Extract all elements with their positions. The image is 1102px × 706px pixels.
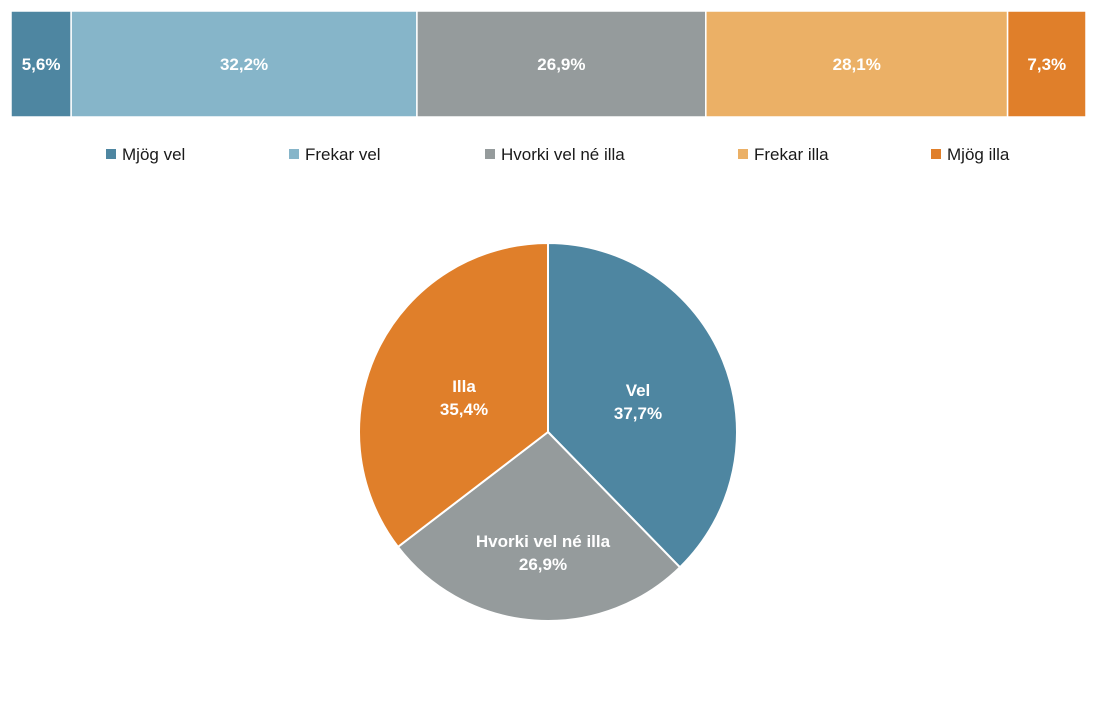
pie-label-illa: Illa (452, 377, 476, 396)
pie-chart: Vel 37,7% Hvorki vel né illa 26,9% Illa 35,4% (358, 241, 738, 622)
legend-swatch-mjog-vel (106, 149, 116, 159)
bar-segment-label-mjog-illa: 7,3% (1027, 55, 1066, 74)
bar-segment-label-frekar-illa: 28,1% (833, 55, 881, 74)
legend-label-frekar-vel: Frekar vel (305, 145, 381, 164)
stacked-bar-chart: 5,6% 32,2% 26,9% 28,1% 7,3% (10, 10, 1087, 118)
bar-segment-mjog-vel (10, 10, 72, 118)
legend-label-hvorki-vel-ne-illa: Hvorki vel né illa (501, 145, 625, 164)
bar-segment-frekar-illa (705, 10, 1009, 118)
pie-slice-vel (547, 241, 738, 569)
stacked-bar-legend: Mjög vel Frekar vel Hvorki vel né illa Frek… (106, 145, 1010, 164)
pie-slice-illa (358, 241, 549, 549)
legend-swatch-mjog-illa (931, 149, 941, 159)
bar-segment-label-mjog-vel: 5,6% (22, 55, 61, 74)
legend-swatch-frekar-illa (738, 149, 748, 159)
bar-segment-mjog-illa (1006, 10, 1087, 118)
legend-swatch-frekar-vel (289, 149, 299, 159)
pie-value-hvorki-vel-ne-illa: 26,9% (519, 555, 567, 574)
pie-label-vel: Vel (626, 381, 651, 400)
legend-swatch-hvorki-vel-ne-illa (485, 149, 495, 159)
legend-label-frekar-illa: Frekar illa (754, 145, 829, 164)
pie-slice-hvorki-vel-ne-illa (396, 430, 682, 622)
bar-segment-label-hvorki-vel-ne-illa: 26,9% (537, 55, 585, 74)
legend-label-mjog-vel: Mjög vel (122, 145, 185, 164)
pie-label-hvorki-vel-ne-illa: Hvorki vel né illa (476, 532, 611, 551)
pie-value-illa: 35,4% (440, 400, 488, 419)
bar-segment-label-frekar-vel: 32,2% (220, 55, 268, 74)
bar-segment-frekar-vel (70, 10, 418, 118)
pie-value-vel: 37,7% (614, 404, 662, 423)
bar-segment-hvorki-vel-ne-illa (416, 10, 707, 118)
legend-label-mjog-illa: Mjög illa (947, 145, 1010, 164)
